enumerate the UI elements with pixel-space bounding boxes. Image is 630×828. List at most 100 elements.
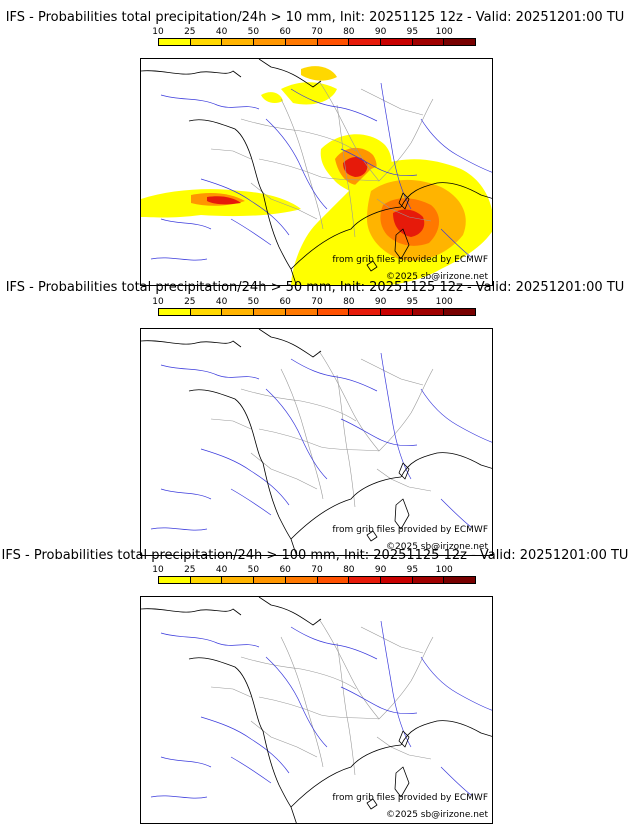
colorbar-tick-label: 60 bbox=[279, 27, 291, 37]
river-line bbox=[160, 364, 260, 380]
coastline bbox=[400, 182, 492, 208]
precipitation-map: from grib files provided by ECMWF ©2025 … bbox=[140, 596, 493, 824]
river-line bbox=[380, 352, 412, 480]
precipitation-area bbox=[281, 82, 337, 105]
colorbar-tick-label: 50 bbox=[247, 27, 260, 37]
colorbar-segment bbox=[285, 309, 318, 315]
river-line bbox=[420, 118, 492, 173]
map-svg bbox=[141, 597, 492, 823]
colorbar-segment bbox=[190, 39, 223, 45]
colorbar-segment bbox=[317, 309, 350, 315]
panel-title: IFS - Probabilities total precipitation/… bbox=[5, 280, 625, 295]
colorbar-segment bbox=[190, 309, 223, 315]
colorbar-segment bbox=[444, 577, 476, 583]
coastline bbox=[398, 192, 410, 210]
coastline bbox=[366, 530, 378, 542]
coastline bbox=[262, 192, 297, 285]
colorbar-segment bbox=[349, 577, 381, 583]
coastline bbox=[394, 766, 410, 798]
colorbar-tick-label: 60 bbox=[279, 565, 291, 575]
colorbar-segment bbox=[380, 39, 413, 45]
colorbar-segment bbox=[222, 577, 255, 583]
river-line bbox=[200, 716, 290, 774]
coastline bbox=[394, 228, 410, 260]
colorbar-segment bbox=[190, 577, 223, 583]
river-line bbox=[440, 766, 472, 796]
river-line bbox=[200, 448, 290, 506]
colorbar bbox=[158, 38, 476, 46]
coastline bbox=[290, 206, 402, 270]
border-line bbox=[240, 118, 357, 152]
colorbar-segment bbox=[285, 39, 318, 45]
border-line bbox=[258, 428, 380, 452]
border-line bbox=[280, 636, 324, 768]
border-line bbox=[378, 368, 434, 452]
coastline bbox=[141, 70, 242, 78]
precipitation-area bbox=[301, 66, 337, 81]
border-line bbox=[336, 104, 356, 238]
credit-copyright: ©2025 sb@irizone.net bbox=[386, 542, 488, 552]
coastline bbox=[394, 498, 410, 530]
colorbar-segment bbox=[159, 577, 191, 583]
precipitation-area bbox=[343, 157, 368, 177]
border-line bbox=[360, 88, 424, 116]
map-svg bbox=[141, 329, 492, 555]
border-line bbox=[258, 696, 380, 720]
precipitation-area bbox=[393, 209, 425, 237]
coastline bbox=[398, 730, 410, 748]
river-line bbox=[290, 88, 378, 122]
river-line bbox=[265, 388, 328, 480]
credit-copyright: ©2025 sb@irizone.net bbox=[386, 810, 488, 820]
panel-10mm: IFS - Probabilities total precipitation/… bbox=[0, 10, 630, 286]
colorbar-ticks: 10 25 40 50 60 70 80 90 95 100 bbox=[152, 565, 476, 576]
colorbar-tick-label: 70 bbox=[311, 565, 323, 575]
border-line bbox=[240, 388, 357, 422]
coastline bbox=[258, 597, 322, 626]
border-line bbox=[360, 626, 424, 654]
colorbar bbox=[158, 308, 476, 316]
panel-100mm: IFS - Probabilities total precipitation/… bbox=[0, 548, 630, 824]
coastline bbox=[141, 340, 242, 348]
colorbar-ticks: 10 25 40 50 60 70 80 90 95 100 bbox=[152, 27, 476, 38]
colorbar-segment bbox=[444, 39, 476, 45]
border-line bbox=[376, 736, 432, 760]
colorbar-tick-label: 95 bbox=[406, 565, 419, 575]
river-line bbox=[340, 418, 418, 447]
colorbar-tick-label: 25 bbox=[184, 565, 196, 575]
colorbar-segment bbox=[380, 309, 413, 315]
river-line bbox=[290, 626, 378, 660]
coastline bbox=[258, 329, 322, 358]
colorbar-segment bbox=[317, 39, 350, 45]
river-line bbox=[230, 488, 272, 516]
colorbar-tick-label: 90 bbox=[374, 27, 387, 37]
colorbar-tick-label: 80 bbox=[343, 565, 355, 575]
border-line bbox=[280, 368, 324, 500]
colorbar-tick-label: 40 bbox=[215, 297, 228, 307]
border-line bbox=[376, 468, 432, 492]
river-line bbox=[420, 656, 492, 711]
river-line bbox=[265, 656, 328, 748]
colorbar-tick-label: 10 bbox=[152, 297, 164, 307]
colorbar-tick-label: 25 bbox=[184, 297, 196, 307]
border-line bbox=[360, 358, 424, 386]
colorbar-tick-label: 70 bbox=[311, 297, 323, 307]
river-line bbox=[290, 358, 378, 392]
coastline bbox=[188, 119, 264, 194]
colorbar-segment bbox=[285, 577, 318, 583]
border-line bbox=[378, 636, 434, 720]
river-line bbox=[150, 527, 208, 531]
colorbar-tick-label: 100 bbox=[435, 565, 453, 575]
colorbar-segment bbox=[349, 309, 381, 315]
river-line bbox=[150, 795, 208, 799]
colorbar-tick-label: 40 bbox=[215, 565, 228, 575]
colorbar-segment bbox=[159, 39, 191, 45]
credit-source: from grib files provided by ECMWF bbox=[332, 525, 488, 535]
colorbar-tick-label: 95 bbox=[406, 27, 419, 37]
coastline bbox=[290, 744, 402, 808]
river-line bbox=[230, 218, 272, 246]
colorbar-tick-label: 10 bbox=[152, 27, 164, 37]
colorbar-segment bbox=[349, 39, 381, 45]
river-line bbox=[340, 686, 418, 715]
river-line bbox=[160, 488, 212, 500]
precipitation-area bbox=[207, 196, 241, 205]
